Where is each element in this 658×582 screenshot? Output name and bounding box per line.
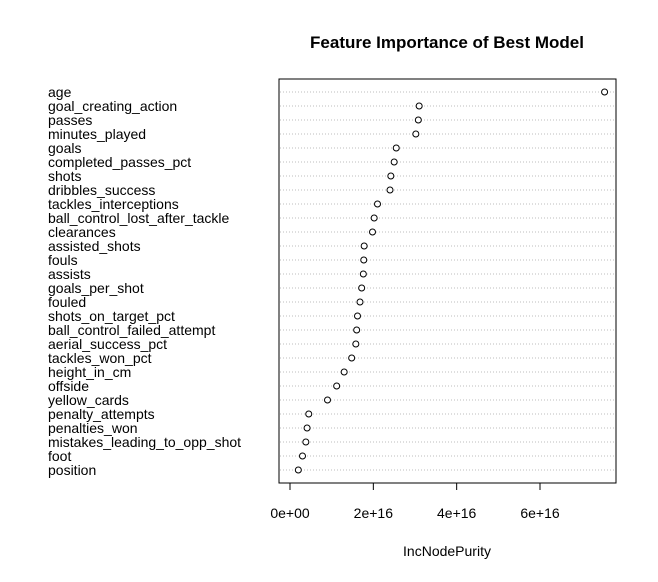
feature-label: offside bbox=[48, 378, 89, 394]
data-point bbox=[369, 228, 376, 236]
feature-label: foot bbox=[48, 448, 71, 464]
feature-label: ball_control_lost_after_tackle bbox=[48, 210, 230, 226]
data-point bbox=[353, 326, 361, 334]
data-point bbox=[303, 424, 311, 432]
data-point bbox=[299, 452, 306, 460]
data-point bbox=[390, 158, 398, 166]
data-point bbox=[374, 200, 381, 208]
data-point bbox=[370, 214, 378, 222]
feature-label: aerial_success_pct bbox=[48, 336, 167, 352]
data-point bbox=[414, 116, 422, 124]
feature-label: completed_passes_pct bbox=[48, 154, 191, 170]
data-point bbox=[601, 88, 609, 96]
x-tick-label: 6e+16 bbox=[520, 505, 560, 521]
data-point bbox=[360, 256, 368, 264]
feature-label: position bbox=[48, 462, 96, 478]
data-points bbox=[294, 88, 609, 474]
feature-label: shots bbox=[48, 168, 81, 184]
data-point bbox=[359, 270, 367, 278]
feature-label: tackles_interceptions bbox=[48, 196, 179, 212]
feature-label: tackles_won_pct bbox=[48, 350, 152, 366]
feature-label: ball_control_failed_attempt bbox=[48, 322, 215, 338]
data-point bbox=[387, 172, 395, 180]
x-axis-title: IncNodePurity bbox=[403, 543, 491, 559]
x-axis: 0e+00 2e+16 4e+16 6e+16 bbox=[270, 482, 560, 521]
data-point bbox=[360, 242, 368, 250]
chart-title: Feature Importance of Best Model bbox=[310, 33, 584, 52]
plot-frame bbox=[278, 78, 617, 484]
data-point bbox=[348, 354, 356, 362]
feature-label: mistakes_leading_to_opp_shot bbox=[48, 434, 241, 450]
data-point bbox=[302, 438, 310, 446]
feature-label: minutes_played bbox=[48, 126, 146, 142]
feature-label: height_in_cm bbox=[48, 364, 131, 380]
feature-label: yellow_cards bbox=[48, 392, 129, 408]
feature-label: fouls bbox=[48, 252, 78, 268]
x-tick-label: 0e+00 bbox=[270, 505, 310, 521]
feature-label: fouled bbox=[48, 294, 86, 310]
data-point bbox=[305, 410, 313, 418]
data-point bbox=[392, 144, 400, 152]
feature-label: dribbles_success bbox=[48, 182, 155, 198]
feature-label: goals bbox=[48, 140, 81, 156]
data-point bbox=[358, 284, 366, 292]
x-tick-label: 4e+16 bbox=[437, 505, 477, 521]
data-point bbox=[352, 340, 360, 348]
data-point bbox=[412, 130, 420, 138]
feature-label: penalties_won bbox=[48, 420, 138, 436]
data-point bbox=[356, 298, 364, 306]
guide-lines bbox=[280, 91, 615, 471]
data-point bbox=[294, 466, 302, 474]
data-point bbox=[415, 102, 423, 110]
data-point bbox=[340, 368, 348, 376]
feature-label: age bbox=[48, 84, 72, 100]
feature-labels: agegoal_creating_actionpassesminutes_pla… bbox=[48, 84, 241, 478]
data-point bbox=[386, 186, 394, 194]
feature-label: shots_on_target_pct bbox=[48, 308, 175, 324]
data-point bbox=[324, 396, 331, 404]
feature-label: penalty_attempts bbox=[48, 406, 155, 422]
data-point bbox=[354, 312, 361, 320]
x-tick-label: 2e+16 bbox=[354, 505, 394, 521]
feature-label: goals_per_shot bbox=[48, 280, 144, 296]
feature-label: clearances bbox=[48, 224, 116, 240]
feature-label: goal_creating_action bbox=[48, 98, 177, 114]
feature-label: assisted_shots bbox=[48, 238, 141, 254]
data-point bbox=[333, 382, 341, 390]
feature-label: assists bbox=[48, 266, 91, 282]
feature-label: passes bbox=[48, 112, 92, 128]
